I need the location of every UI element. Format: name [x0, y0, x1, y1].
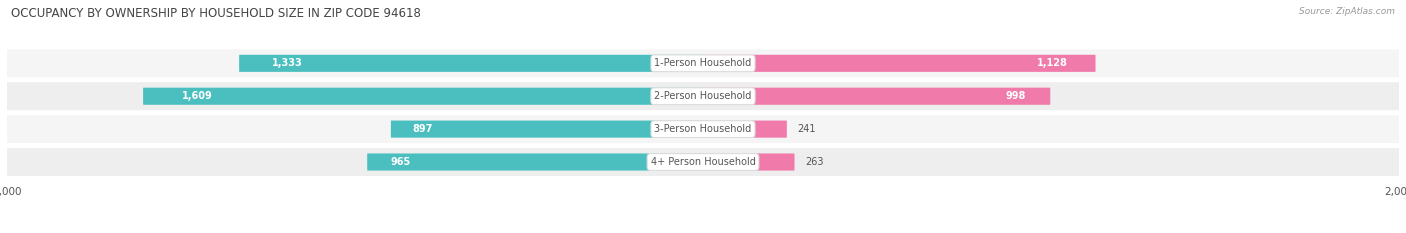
FancyBboxPatch shape: [703, 154, 794, 171]
Text: 1,609: 1,609: [183, 91, 214, 101]
FancyBboxPatch shape: [7, 115, 1399, 143]
Text: OCCUPANCY BY OWNERSHIP BY HOUSEHOLD SIZE IN ZIP CODE 94618: OCCUPANCY BY OWNERSHIP BY HOUSEHOLD SIZE…: [11, 7, 422, 20]
Text: 2-Person Household: 2-Person Household: [654, 91, 752, 101]
Text: 1,333: 1,333: [271, 58, 302, 68]
FancyBboxPatch shape: [391, 120, 703, 138]
Text: 1,128: 1,128: [1038, 58, 1069, 68]
FancyBboxPatch shape: [143, 88, 703, 105]
FancyBboxPatch shape: [703, 120, 787, 138]
FancyBboxPatch shape: [703, 88, 1050, 105]
Text: 263: 263: [806, 157, 824, 167]
Text: 1-Person Household: 1-Person Household: [654, 58, 752, 68]
FancyBboxPatch shape: [703, 55, 1095, 72]
Text: Source: ZipAtlas.com: Source: ZipAtlas.com: [1299, 7, 1395, 16]
FancyBboxPatch shape: [7, 82, 1399, 110]
FancyBboxPatch shape: [7, 49, 1399, 77]
Text: 4+ Person Household: 4+ Person Household: [651, 157, 755, 167]
Text: 3-Person Household: 3-Person Household: [654, 124, 752, 134]
Legend: Owner-occupied, Renter-occupied: Owner-occupied, Renter-occupied: [595, 231, 811, 233]
Text: 965: 965: [391, 157, 411, 167]
Text: 241: 241: [797, 124, 815, 134]
FancyBboxPatch shape: [239, 55, 703, 72]
Text: 897: 897: [413, 124, 433, 134]
Text: 998: 998: [1005, 91, 1026, 101]
FancyBboxPatch shape: [367, 154, 703, 171]
FancyBboxPatch shape: [7, 148, 1399, 176]
